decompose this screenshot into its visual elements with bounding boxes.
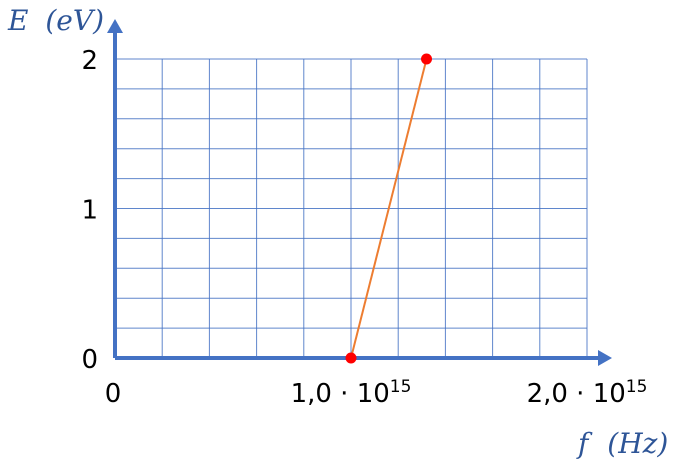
- grid: [114, 58, 588, 359]
- x-tick-label: 1,0 · 1015: [291, 377, 412, 409]
- x-tick-exponent: 15: [390, 377, 412, 397]
- data-point: [421, 53, 433, 65]
- y-tick-label: 2: [81, 46, 98, 76]
- x-tick-label: 0: [105, 379, 122, 409]
- x-tick-mantissa: 2,0 · 10: [527, 379, 626, 409]
- x-tick-mantissa: 1,0 · 10: [291, 379, 390, 409]
- x-tick-exponent: 15: [626, 377, 648, 397]
- x-axis-variable: f: [576, 427, 593, 460]
- y-axis-unit: (eV): [45, 4, 104, 37]
- x-tick-label: 2,0 · 1015: [527, 377, 648, 409]
- y-axis-variable: E: [7, 4, 28, 37]
- x-axis-title: f (Hz): [576, 427, 668, 460]
- x-axis-arrow: [598, 350, 612, 366]
- x-axis-unit: (Hz): [607, 427, 668, 460]
- data-point: [345, 352, 357, 364]
- y-axis-title: E (eV): [7, 4, 104, 37]
- data-series: [345, 53, 433, 364]
- x-tick-mantissa: 0: [105, 379, 122, 409]
- series-line: [350, 58, 428, 359]
- y-tick-label: 0: [81, 345, 98, 375]
- axes: [107, 19, 612, 366]
- y-tick-label: 1: [81, 196, 98, 226]
- y-axis-arrow: [107, 19, 123, 33]
